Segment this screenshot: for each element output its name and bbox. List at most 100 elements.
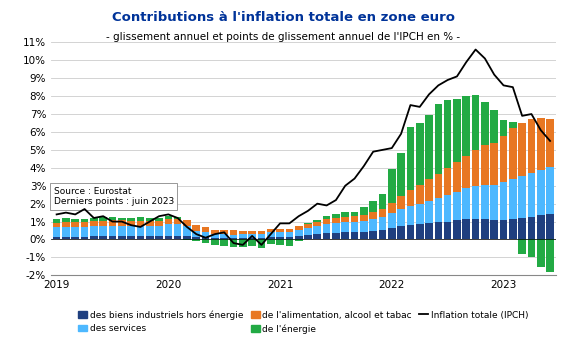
Bar bbox=[453, 192, 461, 220]
Bar bbox=[434, 222, 442, 239]
Bar bbox=[425, 201, 433, 223]
Bar bbox=[286, 239, 293, 246]
Bar bbox=[407, 225, 414, 239]
Bar bbox=[481, 102, 489, 145]
Bar bbox=[155, 218, 163, 221]
Bar bbox=[444, 100, 451, 168]
Bar bbox=[127, 218, 135, 221]
Bar bbox=[230, 231, 238, 235]
Bar bbox=[314, 234, 321, 239]
Bar bbox=[155, 221, 163, 226]
Bar bbox=[257, 232, 265, 234]
Bar bbox=[295, 239, 303, 241]
Bar bbox=[490, 185, 498, 220]
Bar bbox=[183, 235, 191, 239]
Bar bbox=[379, 209, 386, 217]
Bar bbox=[137, 221, 144, 226]
Bar bbox=[397, 154, 405, 197]
Bar bbox=[341, 222, 349, 232]
Bar bbox=[369, 231, 377, 239]
Bar bbox=[341, 232, 349, 239]
Bar bbox=[463, 156, 470, 189]
Bar bbox=[62, 222, 70, 227]
Bar bbox=[174, 235, 181, 239]
Bar bbox=[304, 224, 312, 228]
Bar bbox=[53, 219, 61, 223]
Bar bbox=[332, 223, 340, 233]
Bar bbox=[546, 239, 554, 272]
Bar bbox=[146, 226, 154, 236]
Bar bbox=[463, 189, 470, 219]
Bar bbox=[230, 235, 238, 238]
Bar bbox=[388, 213, 396, 228]
Bar bbox=[323, 224, 331, 233]
Bar bbox=[239, 234, 247, 238]
Bar bbox=[99, 221, 107, 226]
Bar bbox=[71, 219, 79, 222]
Bar bbox=[416, 185, 424, 204]
Bar bbox=[453, 220, 461, 239]
Bar bbox=[257, 234, 265, 238]
Bar bbox=[230, 239, 238, 247]
Bar bbox=[248, 234, 256, 238]
Bar bbox=[183, 239, 191, 240]
Bar bbox=[109, 226, 116, 237]
Bar bbox=[323, 216, 331, 219]
Bar bbox=[202, 232, 209, 237]
Bar bbox=[509, 128, 517, 179]
Bar bbox=[90, 218, 98, 221]
Bar bbox=[416, 204, 424, 224]
Bar bbox=[425, 223, 433, 239]
Bar bbox=[137, 226, 144, 236]
Bar bbox=[444, 195, 451, 222]
Bar bbox=[351, 232, 358, 239]
Bar bbox=[472, 95, 480, 150]
Bar bbox=[155, 236, 163, 239]
Bar bbox=[276, 239, 284, 245]
Bar bbox=[453, 99, 461, 162]
Bar bbox=[416, 123, 424, 185]
Bar bbox=[472, 150, 480, 186]
Bar bbox=[192, 239, 200, 241]
Bar bbox=[99, 237, 107, 239]
Bar bbox=[332, 233, 340, 239]
Bar bbox=[99, 217, 107, 221]
Bar bbox=[221, 234, 228, 238]
Bar bbox=[81, 237, 88, 239]
Bar bbox=[211, 234, 219, 238]
Bar bbox=[434, 198, 442, 222]
Bar bbox=[248, 231, 256, 234]
Bar bbox=[472, 219, 480, 239]
Bar bbox=[416, 224, 424, 239]
Bar bbox=[127, 226, 135, 236]
Bar bbox=[155, 226, 163, 236]
Bar bbox=[174, 217, 181, 219]
Bar bbox=[509, 219, 517, 239]
Bar bbox=[118, 237, 126, 239]
Bar bbox=[463, 219, 470, 239]
Bar bbox=[528, 217, 535, 239]
Bar bbox=[257, 239, 265, 247]
Bar bbox=[192, 237, 200, 239]
Bar bbox=[425, 179, 433, 201]
Bar bbox=[369, 219, 377, 231]
Bar bbox=[463, 96, 470, 156]
Bar bbox=[127, 221, 135, 226]
Bar bbox=[53, 223, 61, 227]
Bar bbox=[304, 228, 312, 235]
Bar bbox=[267, 232, 274, 237]
Bar bbox=[351, 222, 358, 232]
Bar bbox=[211, 239, 219, 245]
Bar bbox=[221, 239, 228, 246]
Bar bbox=[332, 218, 340, 223]
Legend: des biens industriels hors énergie, des services, de l'alimentation, alcool et t: des biens industriels hors énergie, des … bbox=[78, 310, 528, 334]
Bar bbox=[62, 237, 70, 239]
Bar bbox=[314, 222, 321, 226]
Bar bbox=[221, 238, 228, 239]
Bar bbox=[434, 104, 442, 174]
Bar bbox=[444, 222, 451, 239]
Bar bbox=[490, 220, 498, 239]
Bar bbox=[146, 221, 154, 226]
Bar bbox=[388, 228, 396, 239]
Bar bbox=[434, 174, 442, 198]
